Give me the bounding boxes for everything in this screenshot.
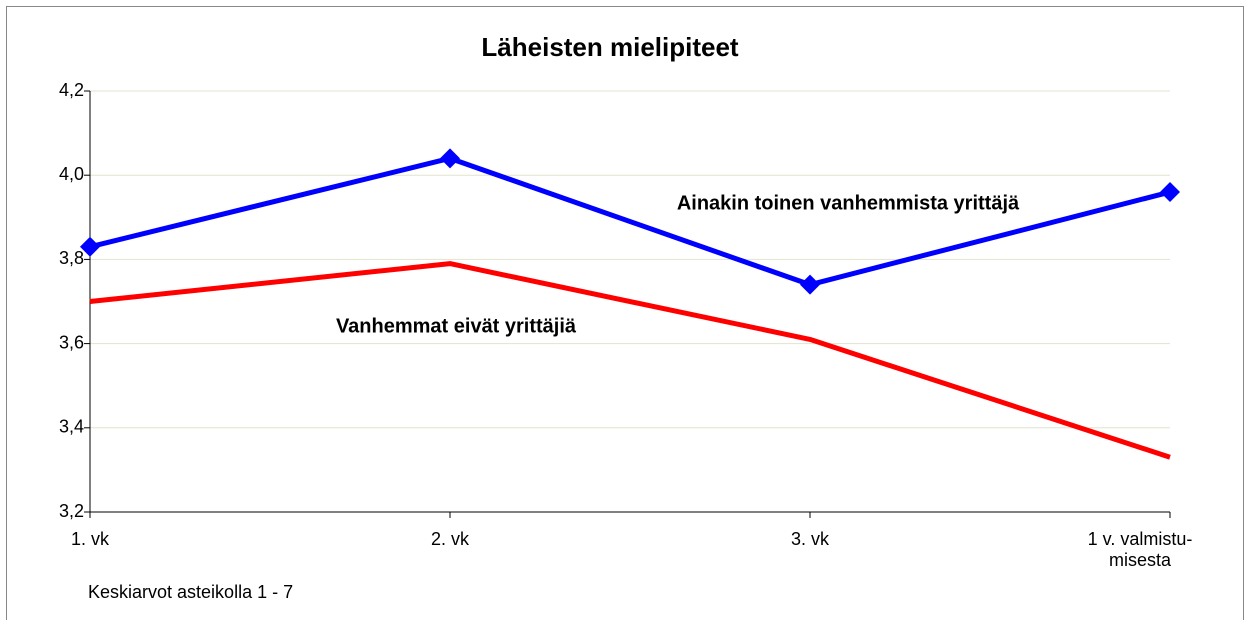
chart-frame [6, 6, 1244, 620]
series-line [89, 155, 1171, 288]
y-tick-label: 3,8 [59, 248, 84, 268]
y-tick-label: 3,6 [59, 332, 84, 352]
series-line [89, 261, 1171, 460]
series-label: Vanhemmat eivät yrittäjiä [336, 315, 577, 337]
marker [800, 274, 820, 295]
marker [1160, 182, 1180, 203]
marker [80, 236, 100, 257]
y-tick-label: 4,0 [59, 164, 84, 184]
series-label: Ainakin toinen vanhemmista yrittäjä [677, 192, 1020, 214]
x-tick-label: 1. vk [70, 529, 109, 549]
x-tick-label: 1 v. valmistu- misesta [1087, 529, 1193, 570]
x-tick-label: 3. vk [790, 529, 829, 549]
y-tick-label: 4,2 [59, 80, 84, 100]
note: Keskiarvot asteikolla 1 - 7 [88, 582, 293, 602]
marker [440, 148, 460, 169]
y-tick-label: 3,2 [59, 501, 84, 521]
chart-title: Läheisten mielipiteet [481, 32, 739, 62]
y-tick-label: 3,4 [59, 417, 84, 437]
x-tick-label: 2. vk [430, 529, 469, 549]
